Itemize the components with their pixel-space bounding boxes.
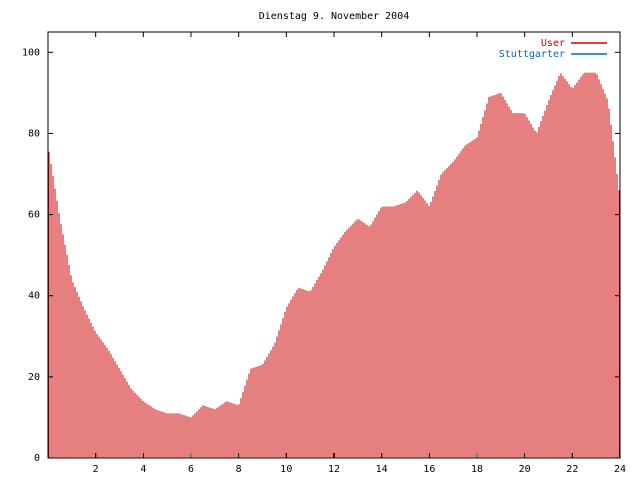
- x-tick-label: 10: [280, 464, 292, 475]
- x-tick-label: 16: [423, 464, 435, 475]
- x-tick-label: 14: [376, 464, 388, 475]
- x-tick-label: 4: [140, 464, 146, 475]
- x-tick-label: 8: [236, 464, 242, 475]
- plot-frame: [47, 31, 621, 459]
- y-tick-label: 40: [28, 291, 40, 302]
- x-tick-label: 24: [614, 464, 626, 475]
- x-tick-label: 2: [93, 464, 99, 475]
- x-tick-label: 20: [519, 464, 531, 475]
- y-tick-label: 0: [34, 453, 40, 464]
- y-tick-label: 80: [28, 128, 40, 139]
- y-tick-label: 100: [22, 47, 40, 58]
- chart-title: Dienstag 9. November 2004: [259, 11, 410, 22]
- series-0: [48, 72, 620, 458]
- x-tick-label: 6: [188, 464, 194, 475]
- legend-label: User: [541, 38, 565, 49]
- bar-series: [48, 72, 620, 458]
- y-tick-label: 60: [28, 210, 40, 221]
- x-tick-label: 18: [471, 464, 483, 475]
- x-tick-label: 22: [566, 464, 578, 475]
- legend-label: Stuttgarter: [499, 49, 565, 60]
- x-tick-label: 12: [328, 464, 340, 475]
- y-tick-label: 20: [28, 372, 40, 383]
